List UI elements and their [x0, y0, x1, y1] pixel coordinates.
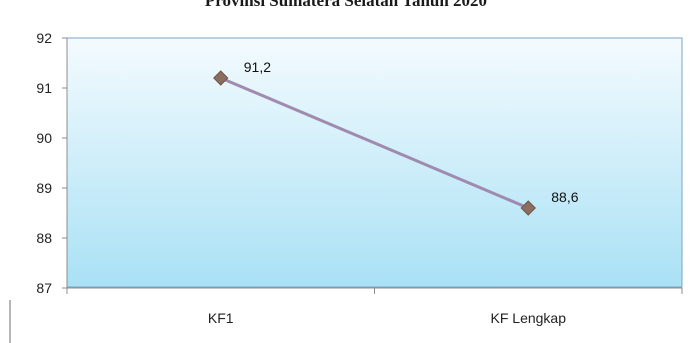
data-point-marker	[520, 200, 536, 216]
y-tick-label: 89	[36, 180, 52, 196]
x-tick-label: KF Lengkap	[491, 310, 567, 326]
data-label: 88,6	[551, 189, 578, 205]
series-line	[220, 76, 529, 210]
x-tick-label: KF1	[208, 310, 234, 326]
chart-title: Provinsi Sumatera Selatan Tahun 2020	[204, 0, 488, 10]
plot-area	[66, 37, 683, 288]
y-tick-label: 87	[36, 280, 52, 296]
data-label: 91,2	[244, 59, 271, 75]
y-tick-label: 90	[36, 130, 52, 146]
data-point-marker	[213, 70, 229, 86]
y-tick-label: 91	[36, 80, 52, 96]
y-tick-label: 88	[36, 230, 52, 246]
y-tick-label: 92	[36, 30, 52, 46]
